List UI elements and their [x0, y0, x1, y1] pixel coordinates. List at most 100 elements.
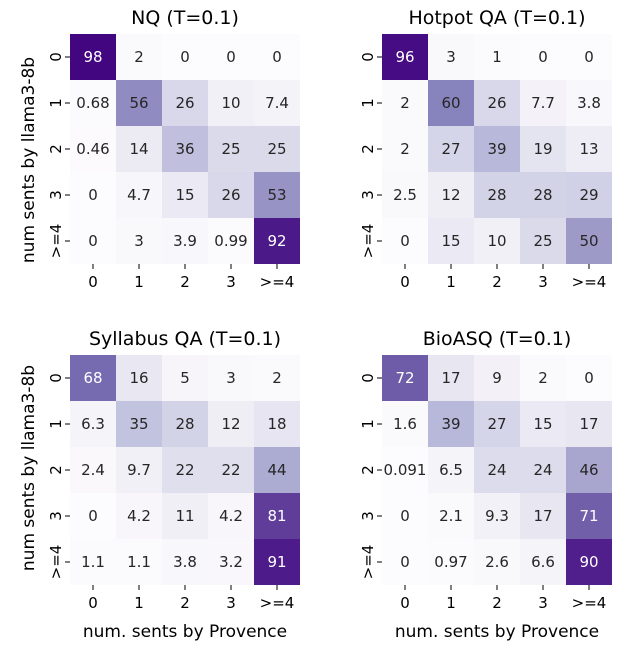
- y-tick-label: 3: [359, 511, 377, 521]
- heatmap-cell: [116, 493, 162, 539]
- cell-value-label: 0: [538, 48, 548, 66]
- heatmap-cell: [162, 447, 208, 493]
- cell-value-label: 0: [584, 48, 594, 66]
- cell-value-label: 25: [221, 140, 240, 158]
- y-tick-label: 2: [359, 144, 377, 154]
- y-tick-label: 2: [359, 465, 377, 475]
- cell-value-label: 1.6: [393, 415, 417, 433]
- x-tick-label: >=4: [572, 273, 607, 291]
- heatmap-cell: [162, 218, 208, 264]
- heatmap-cell: [70, 218, 116, 264]
- cell-value-label: 26: [175, 94, 194, 112]
- heatmap-cell: [428, 539, 474, 585]
- cell-value-label: 6.3: [81, 415, 105, 433]
- cell-value-label: 50: [579, 232, 598, 250]
- y-tick-label: 3: [359, 190, 377, 200]
- heatmap-cell: [520, 172, 566, 218]
- cell-value-label: 56: [129, 94, 148, 112]
- cell-value-label: 0: [88, 186, 98, 204]
- y-axis-label-bottom: num sents by llama3-8b: [19, 365, 39, 571]
- x-tick-label: 2: [180, 594, 190, 612]
- cell-value-label: 2.5: [393, 186, 417, 204]
- heatmap-cell: [474, 34, 520, 80]
- heatmap-cell: [382, 539, 428, 585]
- cell-value-label: 2: [538, 369, 548, 387]
- cell-value-label: 22: [175, 461, 194, 479]
- heatmap-cell: [382, 401, 428, 447]
- heatmap-cell: [254, 447, 300, 493]
- heatmap-cell: [566, 401, 612, 447]
- heatmap-cell: [208, 539, 254, 585]
- cell-value-label: 15: [441, 232, 460, 250]
- cell-value-label: 0.99: [214, 232, 247, 250]
- heatmap-cell: [70, 126, 116, 172]
- heatmap-cell: [566, 218, 612, 264]
- cell-value-label: 12: [441, 186, 460, 204]
- heatmap-cell: [70, 539, 116, 585]
- cell-value-label: 9.3: [485, 507, 509, 525]
- heatmap-cell: [254, 401, 300, 447]
- y-tick-label: >=4: [47, 224, 65, 259]
- cell-value-label: 9: [492, 369, 502, 387]
- heatmap-cell: [208, 401, 254, 447]
- cell-value-label: 26: [221, 186, 240, 204]
- heatmap-cell: [70, 172, 116, 218]
- x-tick-label: 0: [400, 273, 410, 291]
- heatmap-cell: [208, 493, 254, 539]
- cell-value-label: 1.1: [81, 553, 105, 571]
- y-tick-label: >=4: [359, 545, 377, 580]
- heatmap-cell: [428, 355, 474, 401]
- cell-value-label: 81: [267, 507, 286, 525]
- heatmap-cell: [566, 447, 612, 493]
- cell-value-label: 53: [267, 186, 286, 204]
- heatmap-cell: [208, 80, 254, 126]
- heatmap-cell: [428, 401, 474, 447]
- heatmap-cell: [162, 493, 208, 539]
- heatmap-title: BioASQ (T=0.1): [423, 328, 572, 350]
- cell-value-label: 0: [584, 369, 594, 387]
- y-tick-label: 1: [359, 419, 377, 429]
- cell-value-label: 0: [88, 507, 98, 525]
- x-tick-label: >=4: [572, 594, 607, 612]
- heatmap-cell: [520, 126, 566, 172]
- heatmap-panels: NQ (T=0.1)98 2 0 0 00.68 56 26 10 7.40.46 14 36 25 2…: [47, 7, 612, 612]
- heatmap-cell: [254, 218, 300, 264]
- cell-value-label: 0: [400, 232, 410, 250]
- cell-value-label: 0: [272, 48, 282, 66]
- heatmap-cell: [566, 355, 612, 401]
- cell-value-label: 0: [180, 48, 190, 66]
- x-tick-label: 3: [226, 594, 236, 612]
- heatmap-cell: [474, 355, 520, 401]
- x-tick-label: 0: [400, 594, 410, 612]
- heatmap-cell: [428, 218, 474, 264]
- heatmap-cell: [382, 172, 428, 218]
- heatmap-cell: [162, 539, 208, 585]
- y-tick-label: >=4: [47, 545, 65, 580]
- heatmap-cell: [162, 126, 208, 172]
- cell-value-label: 29: [579, 186, 598, 204]
- heatmap-cell: [520, 355, 566, 401]
- cell-value-label: 19: [533, 140, 552, 158]
- cell-value-label: 12: [221, 415, 240, 433]
- cell-value-label: 16: [129, 369, 148, 387]
- cell-value-label: 24: [487, 461, 506, 479]
- cell-value-label: 39: [487, 140, 506, 158]
- heatmap-cell: [520, 539, 566, 585]
- heatmap-cell: [382, 126, 428, 172]
- heatmap-cell: [520, 218, 566, 264]
- heatmap-cell: [162, 172, 208, 218]
- heatmap-bioasq-t-0-1: BioASQ (T=0.1) 72 17 9 2 0 1.6 39 27 15 17 0.091 6.5…: [359, 328, 612, 612]
- y-tick-label: 0: [47, 373, 65, 383]
- heatmap-cell: [208, 447, 254, 493]
- cell-value-label: 4.2: [127, 507, 151, 525]
- y-axis-label-top: num sents by llama3-8b: [19, 57, 39, 263]
- heatmap-cell: [254, 355, 300, 401]
- heatmap-cell: [70, 493, 116, 539]
- heatmap-cell: [70, 80, 116, 126]
- y-tick-label: 0: [359, 52, 377, 62]
- heatmap-cell: [474, 80, 520, 126]
- heatmap-cell: [70, 355, 116, 401]
- cell-value-label: 18: [267, 415, 286, 433]
- x-tick-label: 0: [88, 594, 98, 612]
- cell-value-label: 10: [221, 94, 240, 112]
